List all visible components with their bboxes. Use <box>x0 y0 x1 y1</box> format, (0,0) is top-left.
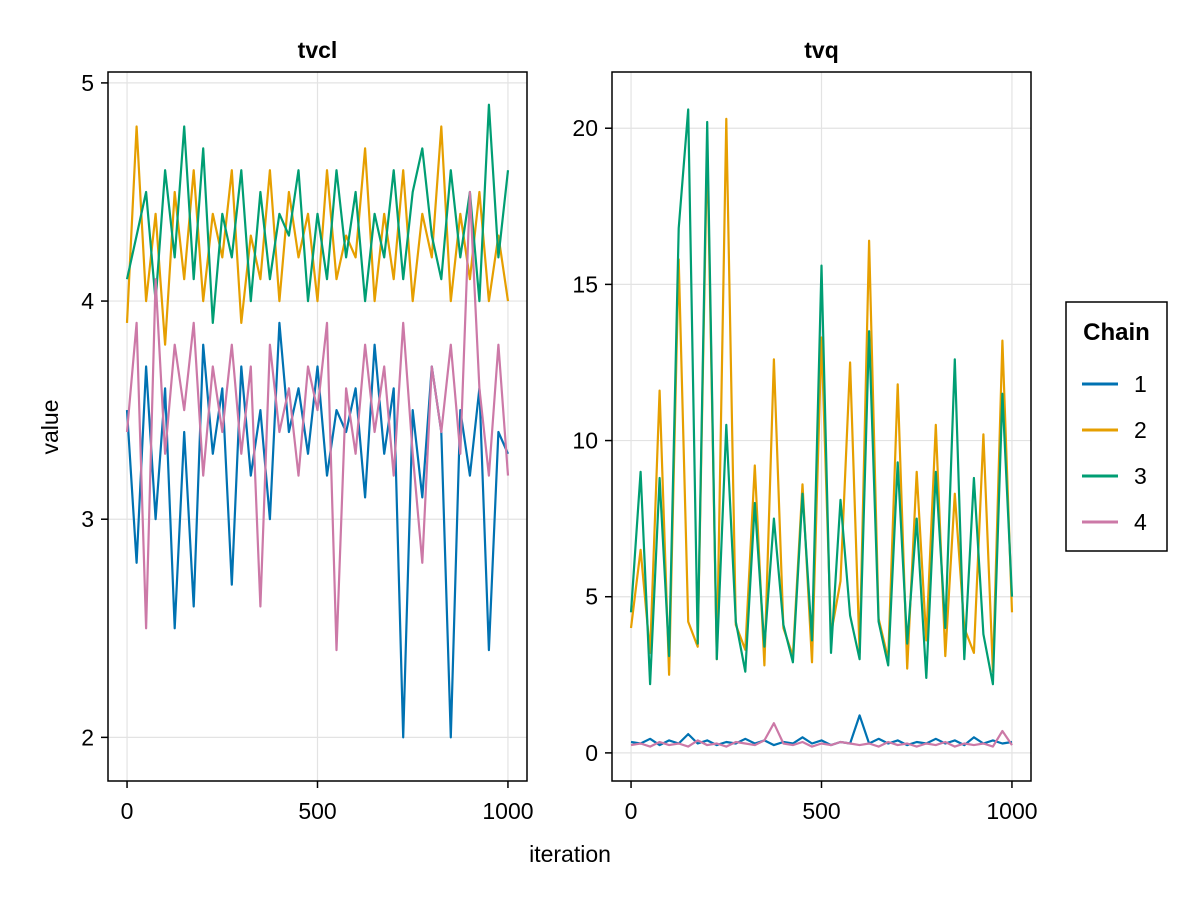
legend-entry-1[interactable]: 1 <box>1082 371 1147 397</box>
panel-tvq-ticks: 0 500 1000 0 5 10 15 20 <box>572 115 1037 824</box>
legend-label-2: 2 <box>1134 417 1147 443</box>
y-tick-label-tvcl-2: 4 <box>81 288 94 314</box>
series-line-tvcl-chain-4 <box>125 190 510 652</box>
legend-label-1: 1 <box>1134 371 1147 397</box>
y-tick-label-tvq-0: 0 <box>585 740 598 766</box>
legend-entry-3[interactable]: 3 <box>1082 463 1147 489</box>
legend-entry-4[interactable]: 4 <box>1082 509 1147 535</box>
legend-entry-2[interactable]: 2 <box>1082 417 1147 443</box>
y-tick-label-tvq-2: 10 <box>572 428 598 454</box>
panel-tvq: 0 500 1000 0 5 10 15 20 tvq <box>572 37 1037 824</box>
x-tick-label-tvcl-0: 0 <box>121 798 134 824</box>
panel-tvq-series <box>629 108 1014 748</box>
x-tick-label-tvcl-1: 500 <box>298 798 336 824</box>
series-line-tvq-chain-3 <box>629 108 1014 686</box>
y-tick-label-tvq-1: 5 <box>585 584 598 610</box>
x-tick-label-tvcl-2: 1000 <box>482 798 533 824</box>
series-line-tvq-chain-4 <box>630 722 1013 748</box>
series-line-tvcl-chain-3 <box>125 103 510 324</box>
x-tick-label-tvq-0: 0 <box>625 798 638 824</box>
series-line-tvq-chain-2 <box>629 117 1014 676</box>
panel-title-tvq: tvq <box>804 37 839 63</box>
y-tick-label-tvcl-3: 5 <box>81 70 94 96</box>
legend-label-3: 3 <box>1134 463 1147 489</box>
series-line-tvcl-chain-1 <box>125 321 510 739</box>
y-tick-label-tvq-3: 15 <box>572 271 598 297</box>
x-tick-label-tvq-2: 1000 <box>986 798 1037 824</box>
legend-title: Chain <box>1083 319 1150 346</box>
legend-label-4: 4 <box>1134 509 1147 535</box>
y-tick-label-tvcl-1: 3 <box>81 506 94 532</box>
panel-tvcl-ticks: 0 500 1000 2 3 4 5 <box>81 70 533 824</box>
legend: Chain 1 2 3 4 <box>1065 301 1168 552</box>
panel-title-tvcl: tvcl <box>298 37 338 63</box>
panel-tvcl: 0 500 1000 2 3 4 5 tvcl <box>81 37 533 824</box>
y-tick-label-tvq-4: 20 <box>572 115 598 141</box>
panel-tvcl-series <box>125 103 510 739</box>
y-axis-label: value <box>37 400 63 455</box>
x-tick-label-tvq-1: 500 <box>802 798 840 824</box>
legend-box <box>1065 301 1168 552</box>
x-axis-label: iteration <box>529 841 611 867</box>
y-tick-label-tvcl-0: 2 <box>81 724 94 750</box>
series-line-tvcl-chain-2 <box>125 125 510 346</box>
